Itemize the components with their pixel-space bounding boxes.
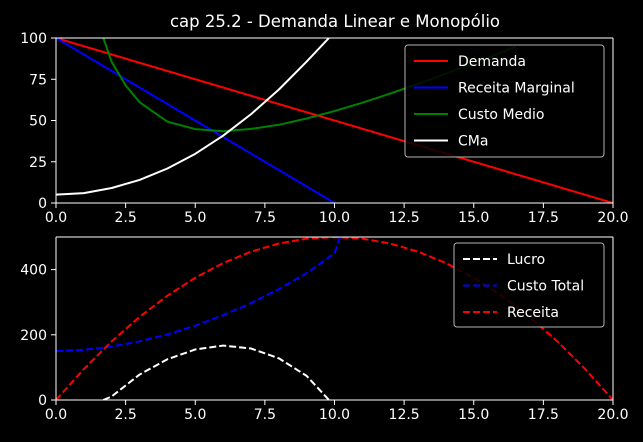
series-line-lucro <box>102 344 330 400</box>
legend-label: Receita <box>507 305 559 321</box>
x-tick-label: 20.0 <box>597 407 628 423</box>
x-tick-label: 5.0 <box>184 407 206 423</box>
legend-label: Receita Marginal <box>458 81 575 97</box>
legend-box <box>404 44 605 158</box>
subplot-1: 0.0 2.5 5.0 7.5 10.0 12.5 15.0 17.5 20.0 0 25 50 75 1… <box>20 31 628 226</box>
x-tick-label: 2.5 <box>114 407 136 423</box>
legend: Demanda Receita Marginal Custo Medio CMa <box>404 44 605 158</box>
x-tick-label: 10.0 <box>319 407 350 423</box>
x-tick-label: 15.0 <box>458 407 489 423</box>
legend-label: Custo Medio <box>458 107 544 123</box>
x-tick-label: 2.5 <box>114 210 136 226</box>
x-tick-label: 7.5 <box>254 407 276 423</box>
y-tick-label: 100 <box>20 31 47 47</box>
subplot-2: 0.0 2.5 5.0 7.5 10.0 12.5 15.0 17.5 20.0 0 200 400 L… <box>20 236 629 423</box>
x-tick-label: 0.0 <box>45 210 67 226</box>
legend-box <box>453 242 605 328</box>
series-line-cma <box>56 38 330 196</box>
chart-title: cap 25.2 - Demanda Linear e Monopólio <box>170 12 500 31</box>
x-tick-label: 0.0 <box>45 407 67 423</box>
y-tick-label: 50 <box>29 114 47 130</box>
series-line-receita-marginal <box>56 38 336 203</box>
x-tick-label: 12.5 <box>389 210 420 226</box>
x-tick-label: 17.5 <box>528 407 559 423</box>
x-tick-label: 5.0 <box>184 210 206 226</box>
x-tick-label: 15.0 <box>458 210 489 226</box>
legend: Lucro Custo Total Receita <box>453 242 605 328</box>
x-tick-label: 12.5 <box>389 407 420 423</box>
series-line-demanda <box>56 38 613 203</box>
y-tick-label: 75 <box>29 72 47 88</box>
legend-label: Custo Total <box>507 279 584 295</box>
x-tick-label: 20.0 <box>597 210 628 226</box>
legend-label: Lucro <box>507 252 545 268</box>
y-tick-label: 200 <box>20 328 47 344</box>
legend-label: Demanda <box>458 54 526 70</box>
x-tick-label: 7.5 <box>254 210 276 226</box>
legend-label: CMa <box>458 134 488 150</box>
y-tick-label: 25 <box>29 155 47 171</box>
x-tick-label: 10.0 <box>319 210 350 226</box>
y-tick-label: 0 <box>38 196 47 212</box>
y-tick-label: 400 <box>20 263 47 279</box>
y-tick-label: 0 <box>38 393 47 409</box>
x-tick-label: 17.5 <box>528 210 559 226</box>
